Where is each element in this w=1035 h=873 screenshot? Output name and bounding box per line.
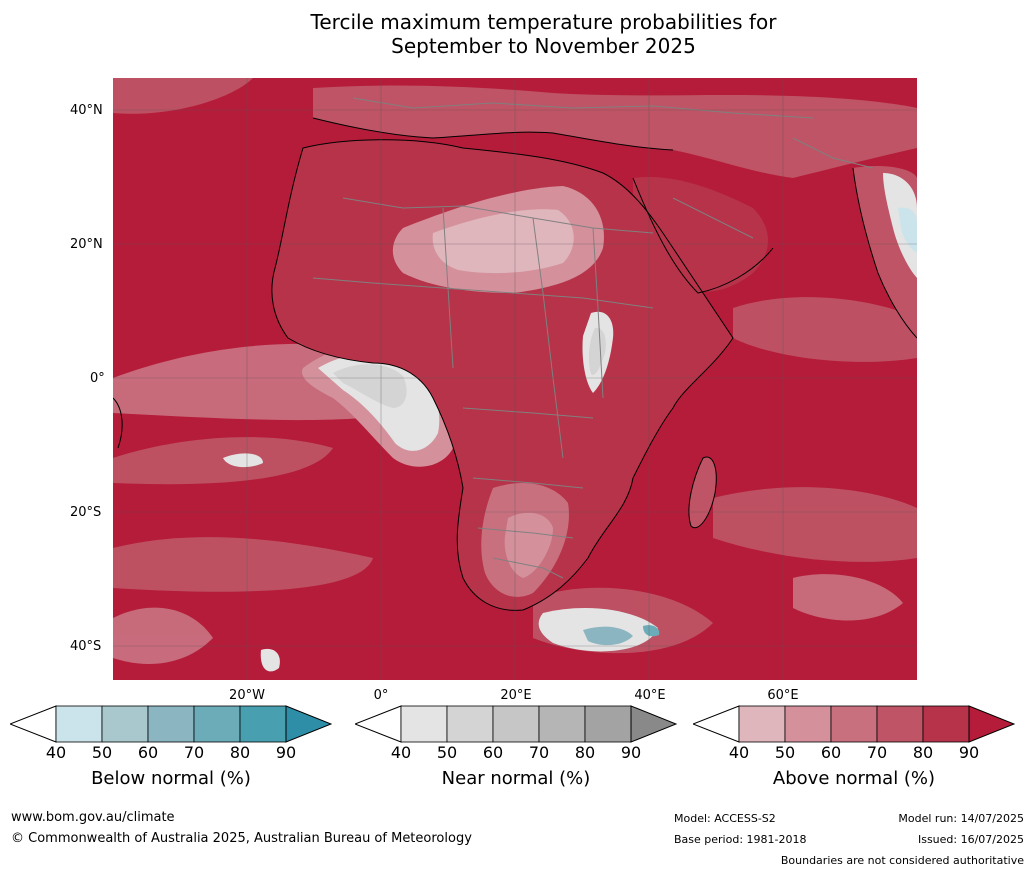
lat-label-0: 0°	[90, 371, 105, 386]
lat-label-40s: 40°S	[70, 639, 102, 654]
lon-label-40e: 40°E	[634, 688, 666, 703]
colorbar-below	[10, 705, 332, 743]
above-tick-40: 40	[728, 743, 750, 762]
above-tick-90: 90	[958, 743, 980, 762]
lon-label-20e: 20°E	[500, 688, 532, 703]
near-tick-60: 60	[482, 743, 504, 762]
eurasia-landmass	[313, 85, 917, 338]
footer-copyright: © Commonwealth of Australia 2025, Austra…	[11, 831, 472, 846]
footer-base-period: Base period: 1981-2018	[674, 833, 807, 846]
lon-label-60e: 60°E	[767, 688, 799, 703]
probability-map	[113, 78, 917, 680]
footer-disclaimer: Boundaries are not considered authoritat…	[780, 854, 1024, 867]
below-tick-60: 60	[137, 743, 159, 762]
above-tick-60: 60	[820, 743, 842, 762]
colorbar-near-title: Near normal (%)	[441, 768, 591, 789]
near-tick-70: 70	[528, 743, 550, 762]
map-canvas	[113, 78, 917, 680]
coastlines	[113, 117, 917, 611]
above-tick-80: 80	[912, 743, 934, 762]
map-title-line2: September to November 2025	[391, 34, 696, 58]
southern-ocean-patches	[260, 608, 660, 672]
graticule	[113, 78, 917, 680]
near-tick-80: 80	[574, 743, 596, 762]
colorbar-above-title: Above normal (%)	[772, 768, 936, 789]
above-tick-70: 70	[866, 743, 888, 762]
colorbar-above	[693, 705, 1015, 743]
lon-label-0: 0°	[373, 688, 389, 703]
map-title-line1: Tercile maximum temperature probabilitie…	[310, 10, 777, 34]
above-tick-50: 50	[774, 743, 796, 762]
footer-model: Model: ACCESS-S2	[674, 812, 776, 825]
africa-landmass	[271, 139, 733, 611]
near-tick-40: 40	[390, 743, 412, 762]
near-tick-90: 90	[620, 743, 642, 762]
footer-model-run: Model run: 14/07/2025	[898, 812, 1024, 825]
lat-label-20n: 20°N	[70, 237, 103, 252]
country-boundaries	[312, 97, 874, 579]
colorbar-near	[355, 705, 677, 743]
below-tick-40: 40	[45, 743, 67, 762]
below-tick-90: 90	[275, 743, 297, 762]
below-tick-50: 50	[91, 743, 113, 762]
footer-url[interactable]: www.bom.gov.au/climate	[11, 810, 175, 825]
map-title: Tercile maximum temperature probabilitie…	[0, 10, 1035, 58]
gulf-of-guinea-patch	[223, 341, 457, 468]
lat-label-40n: 40°N	[70, 103, 103, 118]
lat-label-20s: 20°S	[70, 505, 102, 520]
footer-issued: Issued: 16/07/2025	[917, 833, 1024, 846]
below-tick-70: 70	[183, 743, 205, 762]
colorbar-below-title: Below normal (%)	[91, 768, 251, 789]
lon-label-20w: 20°W	[229, 688, 265, 703]
near-tick-50: 50	[436, 743, 458, 762]
madagascar	[688, 457, 717, 528]
below-tick-80: 80	[229, 743, 251, 762]
